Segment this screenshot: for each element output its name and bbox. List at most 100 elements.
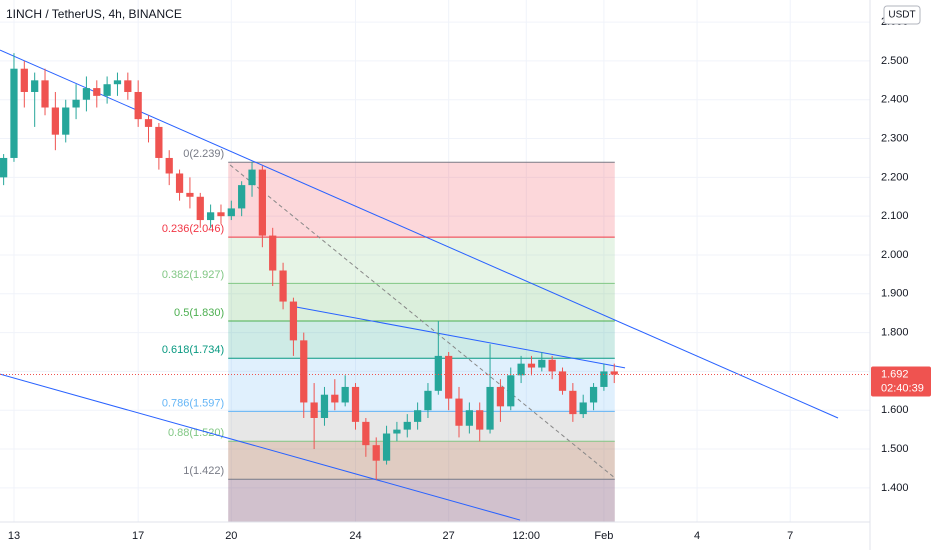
candle-body — [579, 402, 587, 415]
candle-body — [569, 390, 577, 415]
x-tick-label: 27 — [443, 530, 455, 542]
candle-body — [196, 196, 204, 221]
candle-body — [300, 340, 308, 403]
fib-label: 0(2.239) — [183, 148, 224, 160]
candle-body — [238, 185, 246, 209]
x-tick-label: 20 — [225, 530, 237, 542]
candle-body — [424, 390, 432, 411]
trend-line — [229, 164, 616, 479]
x-tick-label: 13 — [8, 530, 20, 542]
candle-body — [258, 169, 266, 236]
y-tick-label: 2.300 — [881, 132, 909, 144]
x-tick-label: Feb — [594, 530, 613, 542]
fib-label: 0.88(1.520) — [168, 427, 224, 439]
candle-body — [103, 84, 111, 96]
time-axis — [0, 522, 870, 550]
price-label: 1.692 — [881, 368, 909, 380]
candle-body — [331, 394, 339, 403]
candle-body — [403, 421, 411, 430]
fib-zone — [228, 441, 615, 480]
candle-body — [362, 421, 370, 446]
trend-line — [289, 305, 626, 369]
candle-body — [206, 212, 215, 221]
candle-body — [413, 410, 422, 422]
candle-body — [320, 394, 329, 418]
candle-body — [0, 157, 8, 178]
x-tick-label: 7 — [787, 530, 793, 542]
candle-body — [279, 270, 287, 302]
candle-body — [558, 371, 567, 391]
fib-label: 1(1.422) — [183, 465, 224, 477]
candle-body — [600, 371, 608, 387]
y-tick-label: 1.900 — [881, 288, 909, 300]
candle-body — [517, 363, 525, 376]
candle-body — [20, 68, 28, 92]
price-badge — [871, 366, 931, 397]
fib-label: 0.236(2.046) — [162, 223, 224, 235]
candle-body — [10, 68, 18, 158]
countdown: 02:40:39 — [881, 382, 924, 394]
x-tick-label: 12:00 — [513, 530, 541, 542]
candle-body — [486, 386, 494, 430]
candle-body — [227, 208, 235, 217]
candle-body — [589, 386, 598, 403]
candle-body — [372, 445, 380, 461]
candle-body — [93, 88, 101, 96]
candle-body — [113, 80, 122, 85]
candle-body — [476, 410, 484, 430]
candle-body — [445, 355, 453, 399]
chart-title: 1INCH / TetherUS, 4h, BINANCE — [6, 7, 182, 21]
y-tick-label: 1.800 — [881, 327, 909, 339]
candle-body — [465, 410, 473, 426]
y-tick-label: 2.400 — [881, 94, 909, 106]
candle-body — [51, 107, 59, 135]
y-tick-label: 1.500 — [881, 443, 909, 455]
candle-body — [124, 80, 132, 92]
trend-line — [0, 373, 521, 521]
fib-label: 0.786(1.597) — [162, 397, 224, 409]
y-tick-label: 2.500 — [881, 55, 909, 67]
currency: USDT — [888, 10, 915, 21]
candle-body — [310, 402, 318, 418]
candle-body — [393, 429, 401, 434]
candle-body — [41, 80, 49, 108]
candle-body — [134, 91, 142, 120]
x-tick-label: 24 — [349, 530, 361, 542]
fib-zone — [228, 162, 615, 238]
fib-zone — [228, 320, 615, 359]
candle-body — [434, 355, 442, 391]
candle-body — [144, 119, 153, 127]
fib-label: 0.5(1.830) — [174, 307, 224, 319]
candle-body — [217, 212, 225, 217]
candle-body — [248, 169, 256, 186]
currency-badge — [883, 5, 921, 25]
candle-body — [496, 386, 505, 407]
candle-body — [175, 173, 184, 193]
fib-zone — [228, 358, 615, 412]
candle-body — [72, 99, 80, 108]
fib-label: 0.618(1.734) — [162, 344, 224, 356]
fib-zone — [228, 237, 615, 284]
candle-body — [62, 107, 70, 135]
candle-body — [31, 80, 39, 92]
candle-body — [269, 235, 277, 271]
candle-body — [155, 126, 163, 158]
fib-zone — [228, 411, 615, 442]
candle-body — [548, 359, 556, 372]
candle-body — [289, 301, 298, 341]
candle-body — [186, 192, 194, 197]
candle-body — [165, 157, 173, 174]
candle-body — [455, 398, 463, 426]
y-tick-label: 1.400 — [881, 482, 909, 494]
x-tick-label: 4 — [694, 530, 700, 542]
y-tick-label: 2.100 — [881, 210, 909, 222]
fib-label: 0.382(1.927) — [162, 269, 224, 281]
candle-body — [527, 363, 536, 368]
y-tick-label: 2.200 — [881, 171, 909, 183]
fib-zone — [228, 479, 615, 522]
price-axis — [870, 0, 932, 550]
y-tick-label: 1.600 — [881, 404, 909, 416]
candle-body — [341, 386, 349, 403]
